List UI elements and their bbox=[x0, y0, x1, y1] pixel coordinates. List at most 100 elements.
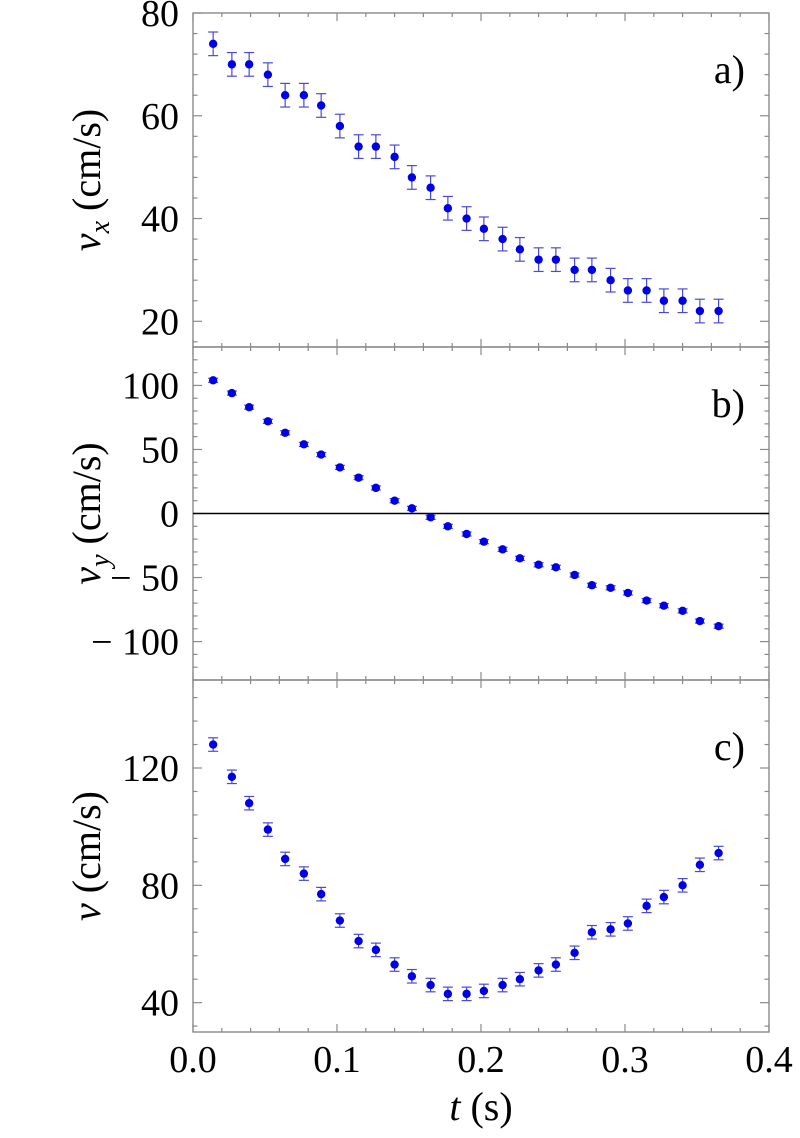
data-series bbox=[208, 376, 724, 631]
x-tick-label: 0.1 bbox=[313, 1039, 361, 1081]
data-point bbox=[407, 173, 417, 182]
data-point bbox=[280, 428, 290, 438]
y-tick-label: 120 bbox=[122, 748, 179, 790]
data-point bbox=[371, 945, 381, 955]
data-point bbox=[479, 537, 489, 546]
data-point bbox=[534, 255, 543, 264]
data-point bbox=[695, 616, 705, 626]
data-series bbox=[208, 31, 724, 324]
data-point bbox=[534, 966, 543, 975]
data-point bbox=[443, 522, 453, 531]
data-point bbox=[678, 881, 687, 890]
data-point bbox=[316, 101, 326, 110]
data-point bbox=[354, 473, 363, 482]
data-point bbox=[462, 214, 471, 223]
data-point bbox=[335, 463, 345, 472]
panel-label: c) bbox=[714, 724, 745, 769]
y-tick-label: − 100 bbox=[91, 622, 179, 664]
data-point bbox=[678, 606, 687, 616]
data-point bbox=[623, 588, 633, 598]
data-point bbox=[606, 925, 615, 934]
data-point bbox=[227, 60, 237, 69]
data-point bbox=[407, 972, 417, 981]
data-point bbox=[642, 596, 651, 605]
data-point bbox=[299, 440, 309, 449]
data-point bbox=[371, 142, 381, 151]
data-point bbox=[714, 622, 723, 631]
data-point bbox=[659, 296, 669, 305]
data-point bbox=[407, 504, 417, 513]
data-point bbox=[280, 854, 290, 864]
data-point bbox=[479, 986, 489, 996]
x-axis-symbol: t bbox=[449, 1084, 461, 1129]
x-axis-unit: (s) bbox=[460, 1084, 512, 1129]
data-point bbox=[244, 799, 254, 808]
data-point bbox=[390, 152, 399, 162]
data-point bbox=[714, 306, 723, 316]
data-point bbox=[623, 286, 633, 295]
y-axis-unit: (cm/s) bbox=[64, 791, 109, 903]
data-point bbox=[390, 496, 399, 505]
data-point bbox=[335, 916, 345, 925]
data-point bbox=[227, 388, 237, 398]
data-point bbox=[208, 376, 218, 385]
data-series bbox=[208, 737, 724, 1002]
y-axis-subscript: x bbox=[85, 220, 116, 234]
y-axis-symbol: v bbox=[64, 903, 109, 921]
data-point bbox=[623, 919, 633, 928]
y-tick-label: 60 bbox=[141, 96, 179, 138]
y-tick-label: 20 bbox=[141, 301, 179, 343]
y-axis-label: vy (cm/s) bbox=[64, 442, 116, 584]
y-axis-label: v (cm/s) bbox=[64, 791, 109, 921]
data-point bbox=[244, 402, 254, 412]
y-tick-label: 0 bbox=[160, 494, 179, 536]
data-point bbox=[227, 772, 237, 781]
data-point bbox=[498, 234, 507, 244]
panel-label: a) bbox=[714, 47, 745, 92]
data-point bbox=[606, 583, 615, 592]
data-point bbox=[642, 901, 651, 911]
data-point bbox=[244, 60, 254, 69]
x-tick-label: 0.2 bbox=[457, 1039, 505, 1081]
data-point bbox=[299, 91, 309, 100]
panel-a: 20 40 60 80 vx (cm/s) a) bbox=[64, 0, 770, 348]
y-tick-label: 40 bbox=[141, 983, 179, 1025]
x-axis-label: t (s) bbox=[449, 1084, 512, 1129]
data-point bbox=[534, 560, 543, 569]
data-point bbox=[208, 39, 218, 49]
panel-label: b) bbox=[712, 381, 745, 426]
data-point bbox=[263, 417, 273, 426]
data-point bbox=[570, 570, 579, 580]
y-tick-label: − 50 bbox=[110, 558, 179, 600]
data-point bbox=[479, 224, 489, 234]
x-tick-label: 0.0 bbox=[169, 1039, 217, 1081]
plot-frame bbox=[192, 679, 770, 1033]
y-axis-subscript: y bbox=[85, 554, 116, 570]
x-tick-label: 0.3 bbox=[601, 1039, 649, 1081]
data-point bbox=[316, 889, 326, 899]
data-point bbox=[642, 286, 651, 295]
data-point bbox=[263, 70, 273, 79]
data-point bbox=[462, 529, 471, 539]
data-point bbox=[551, 255, 561, 264]
data-point bbox=[570, 948, 579, 957]
data-point bbox=[587, 265, 597, 275]
x-tick-label: 0.4 bbox=[745, 1039, 793, 1081]
data-point bbox=[498, 980, 507, 990]
data-point bbox=[371, 483, 381, 493]
data-point bbox=[263, 825, 273, 834]
data-point bbox=[515, 554, 525, 563]
data-point bbox=[551, 563, 561, 572]
data-point bbox=[515, 975, 525, 984]
y-tick-label: 40 bbox=[141, 199, 179, 241]
data-point bbox=[462, 989, 471, 999]
data-point bbox=[606, 276, 615, 285]
data-point bbox=[695, 306, 705, 316]
data-point bbox=[426, 183, 435, 192]
y-axis-symbol: v bbox=[64, 567, 109, 585]
data-point bbox=[280, 91, 290, 100]
data-point bbox=[659, 601, 669, 610]
